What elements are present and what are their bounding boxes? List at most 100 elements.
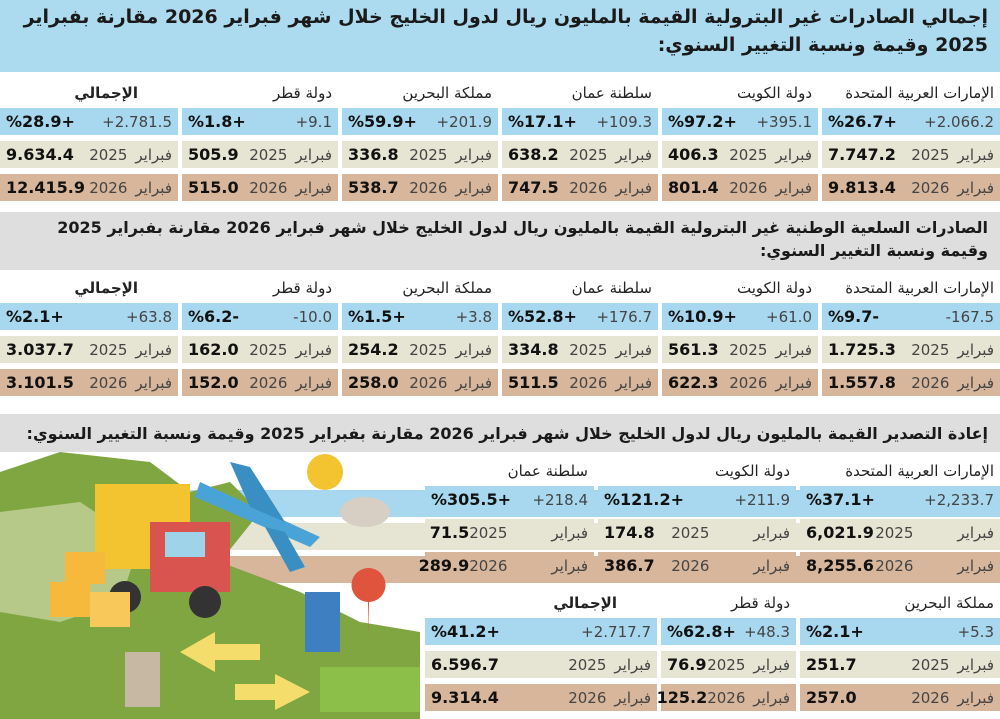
value-2026: 3.101.5 <box>6 373 74 392</box>
period-label: فبراير 2025 <box>911 146 994 164</box>
month-label: فبراير <box>615 145 652 164</box>
value-row-2025: فبراير 2025 251.7 <box>800 651 1000 678</box>
period-label: فبراير 2025 <box>568 656 651 674</box>
year-label: 2026 <box>89 373 128 392</box>
period-label: فبراير 2025 <box>729 341 812 359</box>
value-row-2025: فبراير 2025 6,021.9 <box>800 519 1000 546</box>
country-header: سلطنة عمان <box>571 279 652 297</box>
period-label: فبراير 2026 <box>469 557 588 575</box>
delivery-truck <box>95 484 230 618</box>
change-percent: %26.7+ <box>828 112 897 131</box>
country-column: دولة الكويت 395.1+ %97.2+ فبراير 2025 406.3 فب… <box>662 80 818 207</box>
change-percent: %59.9+ <box>348 112 417 131</box>
country-column: مملكة البحرين 201.9+ %59.9+ فبراير 2025 336.8… <box>342 80 498 207</box>
change-percent: %52.8+ <box>508 307 577 326</box>
month-label: فبراير <box>295 145 332 164</box>
country-header: الإجمالي <box>74 279 138 297</box>
month-label: فبراير <box>957 655 994 674</box>
change-row: 10.0- %6.2- <box>182 303 338 330</box>
month-label: فبراير <box>775 178 812 197</box>
value-2026: 9.314.4 <box>431 688 499 707</box>
month-label: فبراير <box>551 556 588 575</box>
period-label: فبراير 2026 <box>409 374 492 392</box>
value-row-2025: فبراير 2025 71.5 <box>425 519 594 546</box>
change-row: 167.5- %9.7- <box>822 303 1000 330</box>
value-2025: 254.2 <box>348 340 399 359</box>
period-label: فبراير 2025 <box>569 146 652 164</box>
buildings <box>125 592 340 707</box>
value-row-2026: فبراير 2026 152.0 <box>182 369 338 396</box>
value-2026: 386.7 <box>604 556 655 575</box>
year-label: 2025 <box>89 145 128 164</box>
month-label: فبراير <box>295 340 332 359</box>
month-label: فبراير <box>614 655 651 674</box>
value-row-2025: فبراير 2025 336.8 <box>342 141 498 168</box>
value-2025: 71.5 <box>429 523 470 542</box>
value-row-2026: فبراير 2026 12.415.9 <box>0 174 178 201</box>
country-header: مملكة البحرين <box>904 594 994 612</box>
value-2026: 8,255.6 <box>806 556 874 575</box>
period-label: فبراير 2026 <box>569 374 652 392</box>
change-row: 2.781.5+ %28.9+ <box>0 108 178 135</box>
change-percent: %37.1+ <box>806 490 875 509</box>
period-label: فبراير 2026 <box>729 179 812 197</box>
change-value: 201.9+ <box>436 112 492 131</box>
value-row-2026: فبراير 2026 9.314.4 <box>425 684 657 711</box>
value-row-2025: فبراير 2025 3.037.7 <box>0 336 178 363</box>
month-label: فبراير <box>957 556 994 575</box>
section3-title: إعادة التصدير القيمة بالمليون ريال لدول … <box>0 414 1000 452</box>
value-2026: 747.5 <box>508 178 559 197</box>
value-row-2025: فبراير 2025 162.0 <box>182 336 338 363</box>
period-label: فبراير 2026 <box>707 689 790 707</box>
country-header: الإمارات العربية المتحدة <box>845 462 994 480</box>
value-2026: 258.0 <box>348 373 399 392</box>
change-row: 5.3+ %2.1+ <box>800 618 1000 645</box>
period-label: فبراير 2025 <box>409 146 492 164</box>
month-label: فبراير <box>775 145 812 164</box>
year-label: 2025 <box>569 340 608 359</box>
month-label: فبراير <box>957 340 994 359</box>
month-label: فبراير <box>455 340 492 359</box>
period-label: فبراير 2025 <box>671 524 790 542</box>
value-2026: 801.4 <box>668 178 719 197</box>
period-label: فبراير 2025 <box>249 341 332 359</box>
change-percent: %1.5+ <box>348 307 406 326</box>
value-row-2026: فبراير 2026 1.557.8 <box>822 369 1000 396</box>
change-percent: %6.2- <box>188 307 240 326</box>
change-percent: %17.1+ <box>508 112 577 131</box>
month-label: فبراير <box>455 373 492 392</box>
change-percent: %1.8+ <box>188 112 246 131</box>
country-header: الإجمالي <box>553 594 617 612</box>
year-label: 2026 <box>89 178 128 197</box>
value-2025: 6,021.9 <box>806 523 874 542</box>
value-row-2025: فبراير 2025 406.3 <box>662 141 818 168</box>
year-label: 2025 <box>249 340 288 359</box>
change-row: 63.8+ %2.1+ <box>0 303 178 330</box>
period-label: فبراير 2026 <box>409 179 492 197</box>
change-value: 109.3+ <box>596 112 652 131</box>
change-row: 48.3+ %62.8+ <box>661 618 796 645</box>
month-label: فبراير <box>615 373 652 392</box>
value-row-2026: فبراير 2026 801.4 <box>662 174 818 201</box>
year-label: 2025 <box>729 340 768 359</box>
year-label: 2025 <box>911 340 950 359</box>
year-label: 2026 <box>249 178 288 197</box>
country-header: دولة قطر <box>272 279 332 297</box>
year-label: 2025 <box>249 145 288 164</box>
country-column: الإجمالي 2.717.7+ %41.2+ فبراير 2025 6.596.7 ف… <box>425 590 657 717</box>
value-2026: 515.0 <box>188 178 239 197</box>
value-2025: 561.3 <box>668 340 719 359</box>
period-label: فبراير 2026 <box>911 689 994 707</box>
change-row: 9.1+ %1.8+ <box>182 108 338 135</box>
period-label: فبراير 2025 <box>89 146 172 164</box>
year-label: 2025 <box>409 340 448 359</box>
value-row-2025: فبراير 2025 561.3 <box>662 336 818 363</box>
country-header: مملكة البحرين <box>402 84 492 102</box>
value-row-2025: فبراير 2025 254.2 <box>342 336 498 363</box>
year-label: 2025 <box>707 655 746 674</box>
value-2025: 505.9 <box>188 145 239 164</box>
month-label: فبراير <box>615 340 652 359</box>
country-column: سلطنة عمان 218.4+ %305.5+ فبراير 2025 71.5 فبر… <box>419 458 594 585</box>
change-value: 63.8+ <box>126 307 172 326</box>
country-header: دولة الكويت <box>737 279 812 297</box>
